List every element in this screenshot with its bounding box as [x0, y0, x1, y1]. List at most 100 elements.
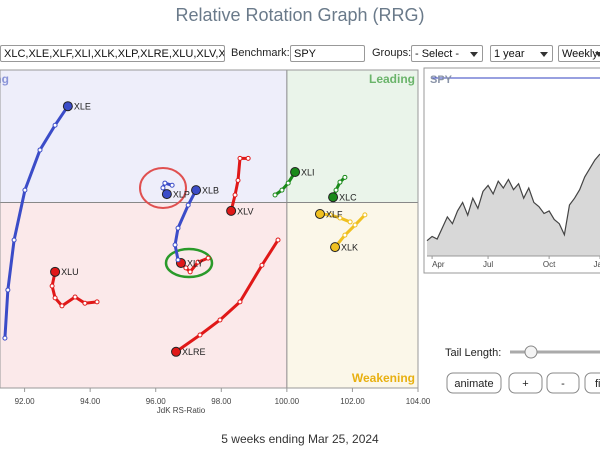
interval-select[interactable]: Weekly	[558, 45, 600, 62]
page-title: Relative Rotation Graph (RRG)	[175, 5, 424, 25]
button-label[interactable]: fi	[595, 378, 600, 390]
x-tick-label: 96.00	[146, 397, 167, 406]
tail-line	[333, 213, 367, 249]
tail-point	[259, 262, 265, 268]
button[interactable]	[446, 372, 502, 394]
series-label: XLB	[202, 186, 219, 196]
tail-point	[245, 155, 251, 161]
tail-point	[347, 219, 353, 225]
x-tick-label: 100.00	[275, 397, 300, 406]
tail-point	[175, 225, 181, 231]
tail-point	[352, 222, 358, 228]
tail-point	[22, 187, 28, 193]
quadrant-improving	[0, 202, 287, 388]
spy-chart: SPY Apr Jul Oct Jan	[426, 74, 600, 269]
x-tick-label: 104.00	[406, 397, 431, 406]
series-label: XLF	[326, 209, 343, 219]
series-label: XLRE	[182, 347, 206, 357]
tail-point	[279, 187, 285, 193]
button-label[interactable]: +	[522, 378, 528, 390]
head-point	[171, 346, 182, 357]
tail-point	[342, 232, 348, 238]
period-select[interactable]: 1 year	[490, 45, 553, 62]
tail-point	[49, 283, 55, 289]
tail-point	[232, 192, 238, 198]
quadrant-label: Lagging	[0, 72, 9, 86]
button-label[interactable]: -	[561, 378, 565, 390]
tail-point	[169, 182, 175, 188]
tail-point	[175, 257, 181, 263]
series-label: XLC	[339, 193, 357, 203]
groups-select[interactable]: - Select -	[411, 45, 483, 62]
tail-point	[197, 332, 203, 338]
tail-point	[2, 335, 8, 341]
tail-point	[237, 299, 243, 305]
head-point	[330, 242, 341, 253]
tail-point	[205, 255, 211, 261]
tail-point	[162, 180, 168, 186]
highlight-circle	[164, 247, 214, 279]
footer: 5 weeks ending Mar 25, 2024	[221, 432, 379, 446]
tail-point	[37, 147, 43, 153]
series-label: XLI	[301, 167, 315, 177]
button-label[interactable]: animate	[454, 378, 493, 390]
tail-point	[337, 179, 343, 185]
rrg-plot: Leading Weakening Lagging XLE XLU XLRE XLY XLV X…	[0, 70, 418, 388]
quadrant-weakening	[286, 202, 418, 388]
tail-point	[187, 269, 193, 275]
quadrant-lagging	[0, 70, 287, 203]
button[interactable]	[584, 372, 600, 394]
tail-point	[172, 242, 178, 248]
tail-slider-knob[interactable]	[524, 345, 538, 359]
series-label: XLY	[187, 258, 203, 268]
tail-point	[362, 212, 368, 218]
tail-line	[318, 212, 352, 224]
x-tick-label: Oct	[543, 260, 556, 269]
head-point	[191, 185, 202, 196]
head-point	[290, 167, 301, 178]
tail-point	[52, 122, 58, 128]
symbols-input[interactable]: XLC,XLE,XLF,XLI,XLK,XLP,XLRE,XLU,XLV,XL	[0, 45, 225, 62]
x-tick-label: Jan	[594, 260, 600, 269]
tail-point	[195, 259, 201, 265]
series-label: XLP	[173, 189, 190, 199]
panel-title: SPY	[430, 74, 453, 86]
benchmark-input[interactable]: SPY	[290, 45, 365, 62]
controls: Tail Length: animate + - fi	[445, 345, 600, 394]
head-point	[328, 192, 339, 203]
tail-point	[285, 180, 291, 186]
button[interactable]	[546, 372, 580, 394]
highlight-circle	[139, 167, 187, 209]
price-area	[427, 154, 600, 256]
tail-length-label: Tail Length:	[445, 347, 501, 359]
x-tick-label: 98.00	[211, 397, 232, 406]
x-tick-label: 102.00	[340, 397, 365, 406]
benchmark-label: Benchmark:	[231, 47, 290, 59]
quadrant-label: Leading	[369, 72, 415, 86]
tail-point	[183, 265, 189, 271]
tail-point	[275, 237, 281, 243]
head-point	[226, 205, 237, 216]
tail-point	[327, 212, 333, 218]
tail-point	[272, 192, 278, 198]
tail-point	[59, 303, 65, 309]
tail-point	[11, 237, 17, 243]
series-label: XLV	[237, 206, 253, 216]
tail-point	[72, 294, 78, 300]
button[interactable]	[508, 372, 543, 394]
tail-line	[273, 170, 297, 197]
tail-point	[52, 295, 58, 301]
head-point	[62, 101, 73, 112]
x-axis-label: JdK RS-Ratio	[157, 406, 206, 415]
groups-label: Groups:	[372, 47, 412, 59]
tail-point	[342, 174, 348, 180]
tail-point	[333, 187, 339, 193]
price-line	[426, 153, 600, 242]
head-point	[50, 266, 61, 277]
x-tick-label: Apr	[432, 260, 445, 269]
head-point	[161, 189, 172, 200]
quadrant-leading	[286, 70, 418, 203]
quadrant-label: Weakening	[352, 371, 415, 385]
